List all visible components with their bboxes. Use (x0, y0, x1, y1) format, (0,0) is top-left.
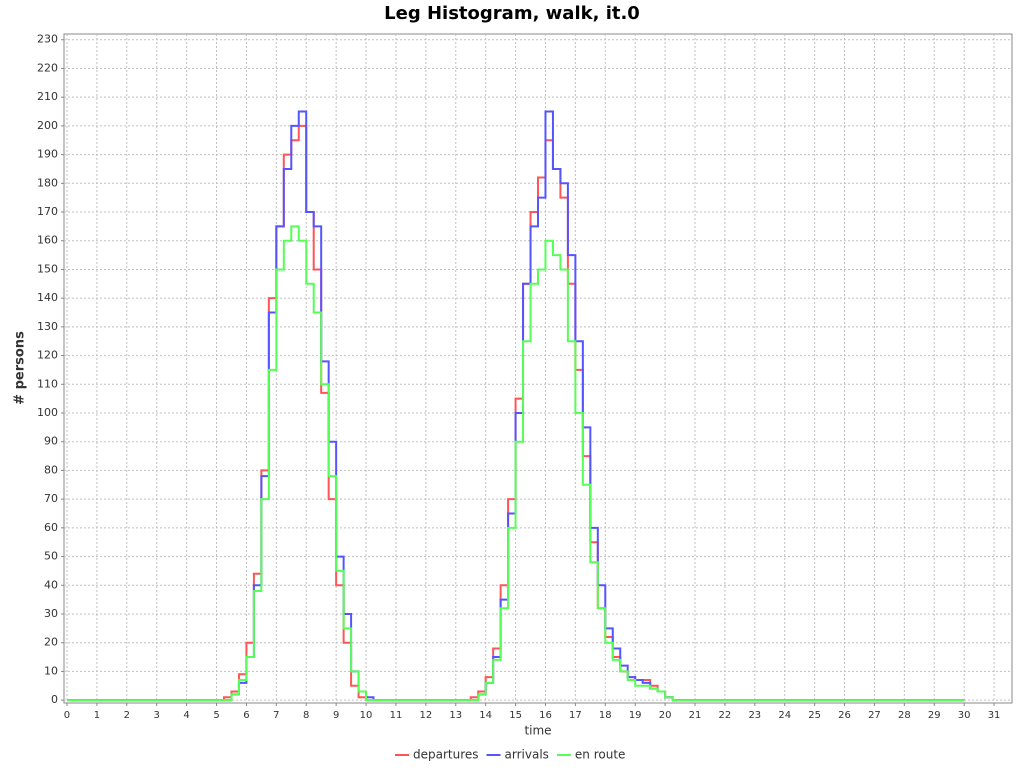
series-line (66, 225, 965, 702)
y-tick-label: 190 (37, 148, 58, 161)
x-tick-label: 7 (273, 710, 279, 721)
y-tick-label: 140 (37, 291, 58, 304)
y-tick-label: 100 (37, 406, 58, 419)
x-tick-label: 13 (449, 710, 462, 721)
x-tick-label: 6 (243, 710, 249, 721)
x-tick-label: 1 (94, 710, 100, 721)
y-tick-label: 150 (37, 262, 58, 275)
y-tick-label: 160 (37, 234, 58, 247)
x-tick-label: 3 (154, 710, 160, 721)
y-tick-label: 180 (37, 176, 58, 189)
x-tick-label: 14 (479, 710, 492, 721)
x-tick-label: 22 (719, 710, 732, 721)
y-tick-label: 230 (37, 33, 58, 46)
x-tick-label: 19 (629, 710, 642, 721)
y-tick-label: 90 (44, 435, 58, 448)
x-tick-label: 20 (659, 710, 672, 721)
y-tick-label: 60 (44, 521, 58, 534)
y-tick-label: 110 (37, 377, 58, 390)
chart-title: Leg Histogram, walk, it.0 (384, 3, 640, 24)
y-tick-label: 40 (44, 578, 58, 591)
x-tick-label: 18 (599, 710, 612, 721)
x-tick-label: 9 (333, 710, 339, 721)
x-tick-label: 29 (928, 710, 941, 721)
plot-area (63, 33, 1013, 704)
y-tick-label: 220 (37, 61, 58, 74)
x-tick-label: 15 (509, 710, 522, 721)
x-tick-label: 24 (778, 710, 791, 721)
y-axis-label: # persons (13, 331, 28, 405)
y-tick-label: 170 (37, 205, 58, 218)
x-tick-label: 4 (183, 710, 189, 721)
x-tick-label: 31 (988, 710, 1001, 721)
y-tick-label: 80 (44, 463, 58, 476)
y-tick-label: 130 (37, 320, 58, 333)
x-tick-label: 8 (303, 710, 309, 721)
x-tick-label: 27 (868, 710, 881, 721)
y-tick-label: 120 (37, 349, 58, 362)
y-tick-label: 70 (44, 492, 58, 505)
x-tick-label: 23 (748, 710, 761, 721)
x-tick-label: 12 (419, 710, 432, 721)
y-tick-label: 30 (44, 607, 58, 620)
legend-label: en route (575, 748, 626, 762)
x-tick-label: 0 (64, 710, 70, 721)
legend-label: arrivals (505, 748, 549, 762)
x-tick-label: 16 (539, 710, 552, 721)
x-tick-label: 25 (808, 710, 821, 721)
x-axis-label: time (524, 724, 551, 738)
x-tick-label: 28 (898, 710, 911, 721)
x-tick-label: 11 (390, 710, 403, 721)
x-tick-label: 5 (213, 710, 219, 721)
y-tick-label: 20 (44, 636, 58, 649)
legend-label: departures (413, 748, 479, 762)
x-tick-label: 2 (124, 710, 130, 721)
x-tick-label: 26 (838, 710, 851, 721)
x-tick-label: 17 (569, 710, 582, 721)
y-tick-label: 50 (44, 550, 58, 563)
y-tick-label: 210 (37, 90, 58, 103)
y-tick-label: 0 (51, 693, 58, 706)
x-tick-label: 10 (360, 710, 373, 721)
y-tick-label: 200 (37, 119, 58, 132)
x-tick-label: 30 (958, 710, 971, 721)
x-tick-label: 21 (689, 710, 702, 721)
series-line (66, 110, 965, 702)
y-tick-label: 10 (44, 664, 58, 677)
